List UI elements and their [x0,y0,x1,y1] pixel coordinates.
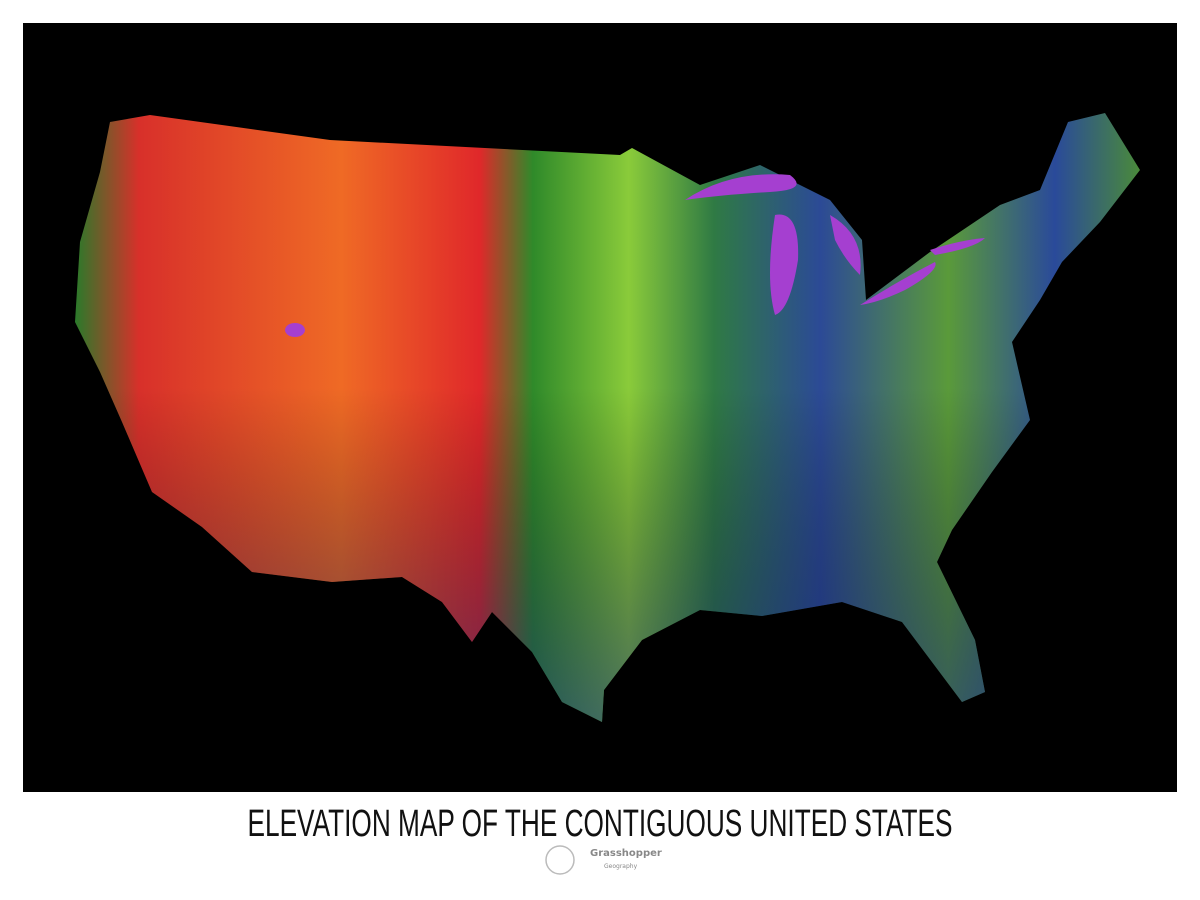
logo: Grasshopper Geography [545,845,662,875]
lowland-shade [75,113,1140,722]
lake-superior [685,174,797,200]
great-salt-lake [285,323,305,337]
logo-icon [545,845,575,875]
lake-erie [860,262,936,305]
lake-huron [830,215,861,275]
poster-title: ELEVATION MAP OF THE CONTIGUOUS UNITED S… [248,803,953,845]
logo-name: Grasshopper [590,848,662,859]
logo-subtitle: Geography [604,863,638,870]
lake-ontario [930,238,985,255]
us-map [75,113,1140,722]
lake-michigan [770,214,799,315]
